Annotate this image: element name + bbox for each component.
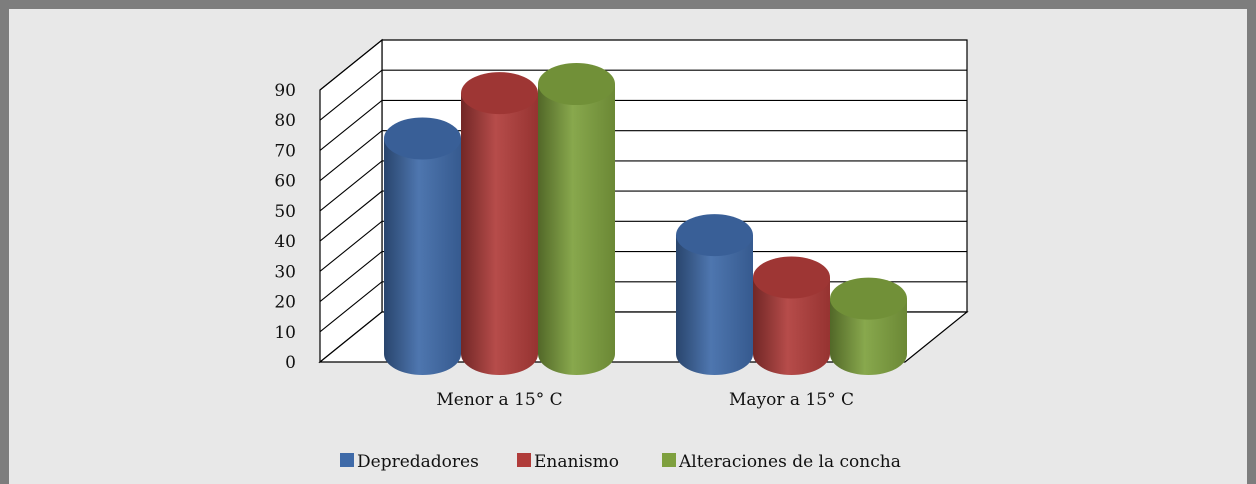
- bar: [676, 214, 753, 375]
- gridline: [319, 160, 967, 212]
- legend-swatch: [517, 453, 531, 467]
- x-category-label: Mayor a 15° C: [729, 390, 854, 410]
- gridline: [319, 69, 967, 121]
- y-tick-label: 10: [274, 323, 296, 343]
- gridline: [319, 130, 967, 182]
- legend-label: Alteraciones de la concha: [678, 452, 901, 472]
- y-tick-label: 70: [274, 141, 296, 161]
- side-wall: [319, 38, 383, 364]
- bar-body: [384, 138, 461, 375]
- bars: [384, 63, 907, 376]
- bar: [538, 63, 615, 376]
- gridline: [319, 99, 967, 151]
- gridline: [319, 251, 967, 302]
- bar-top: [830, 277, 907, 320]
- y-tick-label: 90: [274, 81, 296, 101]
- bar: [830, 277, 907, 375]
- legend-item: Enanismo: [517, 452, 619, 472]
- bar-top: [538, 63, 615, 106]
- x-axis-category-labels: Menor a 15° C Mayor a 15° C: [436, 390, 854, 410]
- bar-body: [676, 235, 753, 375]
- legend-item: Depredadores: [340, 452, 479, 472]
- bar-body: [461, 93, 538, 375]
- y-tick-label: 60: [274, 172, 296, 192]
- bar-top: [753, 256, 830, 299]
- y-tick-label: 0: [285, 353, 296, 373]
- y-tick-label: 20: [274, 293, 296, 313]
- bar-top: [384, 117, 461, 160]
- y-tick-label: 30: [274, 262, 296, 282]
- gridline: [319, 39, 967, 91]
- bar: [461, 72, 538, 375]
- bar-body: [830, 298, 907, 375]
- bar-top: [461, 72, 538, 115]
- y-tick-label: 80: [274, 111, 296, 131]
- gridline: [319, 220, 967, 272]
- legend-label: Depredadores: [357, 452, 479, 472]
- bar: [753, 256, 830, 375]
- legend-swatch: [662, 453, 676, 467]
- gridline: [319, 190, 967, 242]
- y-tick-label: 40: [274, 232, 296, 252]
- bar-body: [538, 84, 615, 376]
- bar-body: [753, 277, 830, 375]
- legend: Depredadores Enanismo Alteraciones de la c…: [340, 452, 901, 472]
- legend-label: Enanismo: [534, 452, 619, 472]
- y-axis-tick-labels: 0 10 20 30 40 50 60 70 80 90: [274, 81, 296, 373]
- legend-swatch: [340, 453, 354, 467]
- bar: [384, 117, 461, 375]
- x-category-label: Menor a 15° C: [436, 390, 562, 410]
- y-tick-label: 50: [274, 202, 296, 222]
- legend-item: Alteraciones de la concha: [662, 452, 901, 472]
- bar-top: [676, 214, 753, 257]
